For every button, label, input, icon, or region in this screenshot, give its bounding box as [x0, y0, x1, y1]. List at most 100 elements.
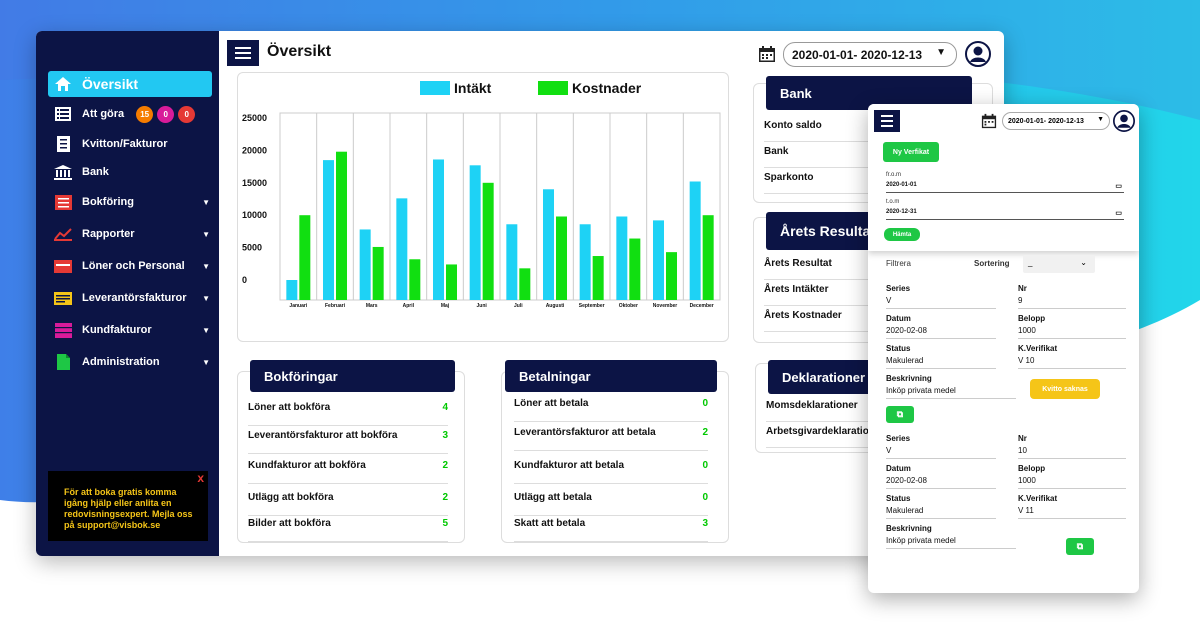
legend-swatch [538, 81, 568, 95]
betalningar-title: Betalningar [505, 360, 717, 392]
y-tick-label: 5000 [242, 243, 262, 253]
bar [556, 216, 567, 300]
bokforingar-card: Bokföringar Löner att bokföra 4 Leverantör… [237, 360, 465, 543]
x-tick-label: Maj [441, 303, 450, 309]
open-voucher-button[interactable]: ⧉ [886, 406, 914, 423]
nr-value: 10 [1018, 446, 1126, 459]
list-row: Kundfakturor att bokföra 2 [248, 460, 448, 484]
receipt-icon [52, 136, 74, 152]
mobile-header-panel: 2020-01-01- 2020-12-13 ▼ Ny Verfikat fr.… [868, 104, 1139, 251]
sidebar: x För att boka gratis komma igång hjälp … [36, 31, 219, 556]
status-value: Makulerad [886, 356, 996, 369]
chevron-down-icon: ▼ [202, 197, 210, 207]
bar [592, 256, 604, 300]
bank-icon [52, 164, 74, 180]
bar [286, 280, 298, 300]
desktop-app-window: x För att boka gratis komma igång hjälp … [36, 31, 1004, 556]
sidebar-item-löner-och-personal[interactable]: Löner och Personal ▼ [48, 253, 212, 279]
description-value: Inköp privata medel [886, 536, 1016, 549]
calendar-icon[interactable]: ▭ [1115, 183, 1122, 190]
bar [323, 160, 334, 300]
mobile-date-range-select[interactable]: 2020-01-01- 2020-12-13 ▼ [1002, 112, 1110, 130]
bar [689, 181, 701, 300]
user-avatar-icon[interactable] [965, 41, 991, 67]
series-label: Series [886, 434, 911, 443]
mobile-app-window: 2020-01-01- 2020-12-13 ▼ Ny Verfikat fr.… [868, 104, 1139, 593]
bar [359, 229, 371, 300]
status-value: Makulerad [886, 506, 996, 519]
sidebar-item-bank[interactable]: Bank [48, 159, 212, 185]
date-value: 2020-02-08 [886, 476, 996, 489]
y-tick-label: 20000 [242, 145, 267, 155]
chevron-down-icon: ▼ [202, 325, 210, 335]
from-date-input[interactable]: 2020-01-01 ▭ [886, 182, 1124, 193]
row-value: 3 [702, 518, 708, 529]
row-label: Utlägg att bokföra [248, 492, 334, 503]
page-title: Översikt [267, 43, 332, 60]
sidebar-item-bokföring[interactable]: Bokföring ▼ [48, 189, 212, 215]
calendar-icon[interactable] [981, 113, 997, 129]
calendar-icon[interactable] [758, 45, 776, 63]
row-label: Löner att betala [514, 398, 589, 409]
sidebar-item-kvitton-fakturor[interactable]: Kvitton/Fakturor [48, 131, 212, 157]
sidebar-item-leverantörsfakturor[interactable]: Leverantörsfakturor ▼ [48, 285, 212, 311]
support-promo: x För att boka gratis komma igång hjälp … [48, 471, 208, 541]
status-label: Status [886, 344, 911, 353]
row-value: 0 [702, 492, 708, 503]
sort-select[interactable]: _ ⌄ [1023, 255, 1095, 273]
close-icon[interactable]: x [197, 471, 204, 485]
list-row: Löner att bokföra 4 [248, 402, 448, 426]
user-avatar-icon[interactable] [1113, 110, 1135, 132]
menu-icon[interactable] [227, 40, 259, 66]
row-label: Leverantörsfakturor att betala [514, 427, 656, 438]
sidebar-item-label: Översikt [82, 76, 139, 92]
sidebar-item-label: Bokföring [82, 196, 134, 208]
betalningar-card: Betalningar Löner att betala 0 Leverantörs… [501, 360, 729, 543]
date-range-select[interactable]: 2020-01-01- 2020-12-13 ▼ [783, 42, 957, 67]
chevron-down-icon: ⌄ [1080, 258, 1087, 267]
bar [433, 159, 444, 300]
kverifikat-label: K.Verifikat [1018, 344, 1058, 353]
sidebar-item-rapporter[interactable]: Rapporter ▼ [48, 221, 212, 247]
sidebar-item-kundfakturor[interactable]: Kundfakturor ▼ [48, 317, 212, 343]
sidebar-item-översikt[interactable]: Översikt [48, 71, 212, 97]
row-value: 2 [442, 460, 448, 471]
row-value: 2 [442, 492, 448, 503]
bar [519, 268, 531, 300]
open-voucher-button[interactable]: ⧉ [1066, 538, 1094, 555]
x-tick-label: September [579, 303, 605, 309]
new-voucher-button[interactable]: Ny Verfikat [883, 142, 939, 162]
sidebar-item-administration[interactable]: Administration ▼ [48, 349, 212, 375]
book-icon [52, 194, 74, 210]
status-label: Status [886, 494, 911, 503]
sidebar-item-label: Bank [82, 166, 109, 178]
legend-label: Intäkt [454, 80, 492, 96]
document-icon [52, 354, 74, 370]
income-cost-chart: Intäkt Kostnader 25000 20000 15000 10000 5000 0… [237, 72, 729, 342]
list-row: Leverantörsfakturor att betala 2 [514, 427, 708, 451]
list-row: Leverantörsfakturor att bokföra 3 [248, 430, 448, 454]
sidebar-item-label: Kvitton/Fakturor [82, 138, 168, 150]
row-label: Leverantörsfakturor att bokföra [248, 430, 398, 441]
y-tick-label: 0 [242, 275, 247, 285]
calendar-icon[interactable]: ▭ [1115, 210, 1122, 217]
nr-value: 9 [1018, 296, 1126, 309]
sidebar-item-label: Kundfakturor [82, 324, 152, 336]
to-date-label: t.o.m [886, 199, 900, 205]
count-badge: 15 [136, 105, 154, 123]
list-row: Utlägg att bokföra 2 [248, 492, 448, 516]
missing-receipt-badge[interactable]: Kvitto saknas [1030, 379, 1100, 399]
mobile-menu-icon[interactable] [874, 110, 900, 132]
description-label: Beskrivning [886, 524, 932, 533]
fetch-button[interactable]: Hämta [884, 228, 920, 241]
row-value: 3 [442, 430, 448, 441]
y-tick-label: 15000 [242, 178, 267, 188]
x-tick-label: December [690, 303, 714, 309]
sidebar-item-att-göra[interactable]: Att göra 15 0 0 [48, 101, 212, 127]
list-row: Utlägg att betala 0 [514, 492, 708, 516]
payroll-icon [52, 258, 74, 274]
filter-label[interactable]: Filtrera [886, 259, 911, 268]
x-tick-label: Juli [514, 303, 523, 309]
to-date-input[interactable]: 2020-12-31 ▭ [886, 209, 1124, 220]
x-tick-label: Januari [289, 303, 307, 309]
